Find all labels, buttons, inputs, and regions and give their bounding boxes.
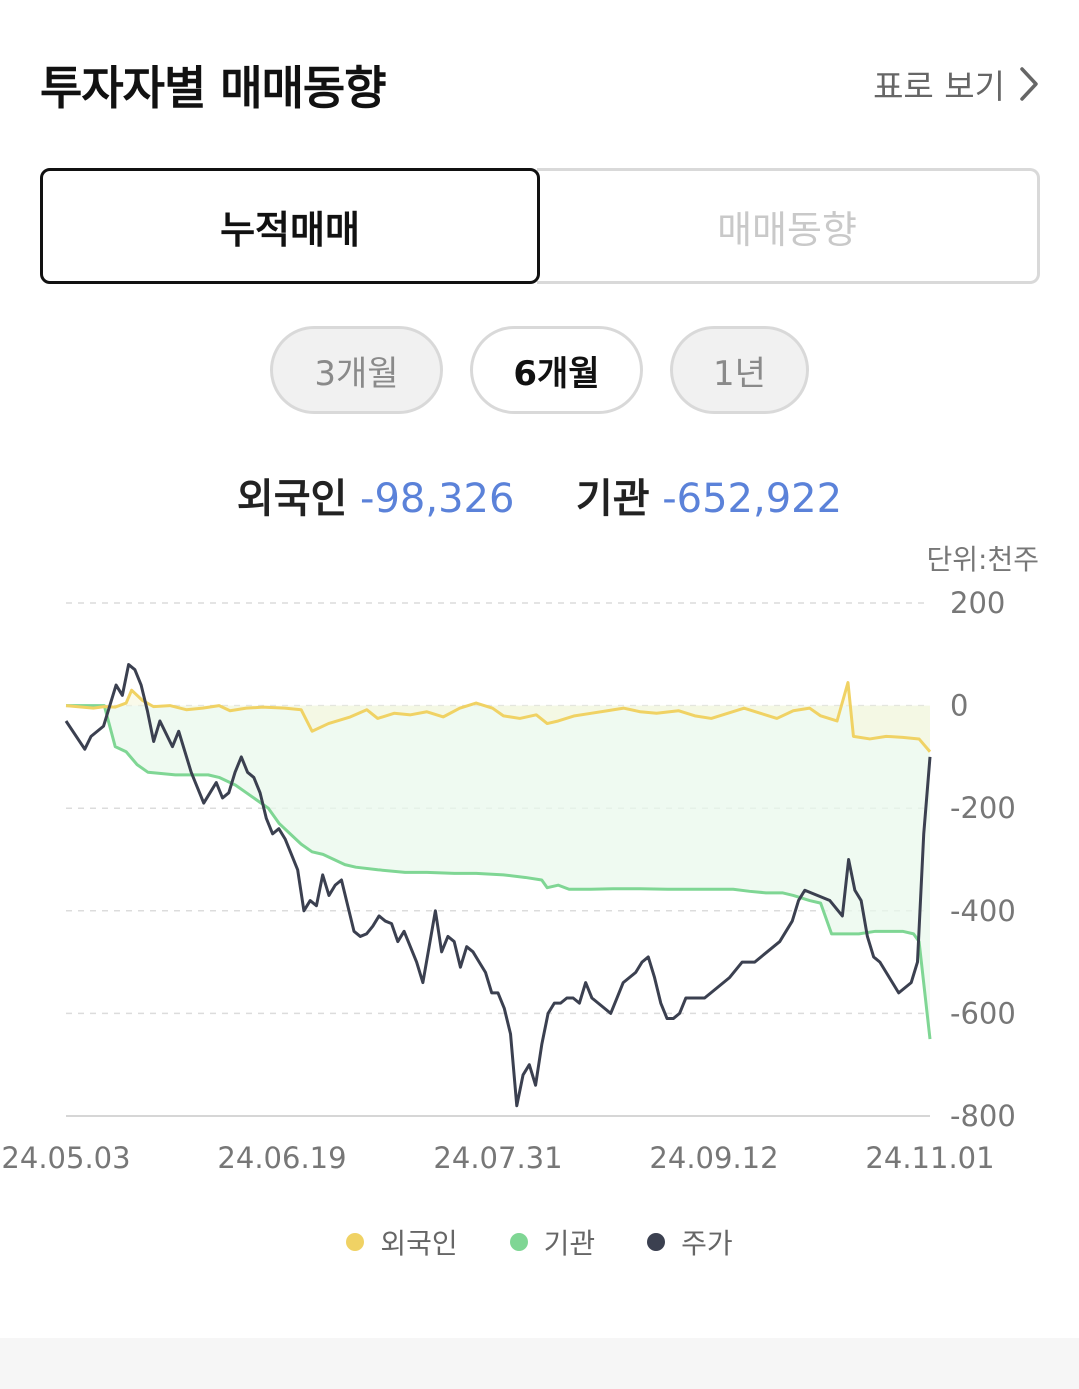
chevron-right-icon: [1020, 67, 1038, 101]
unit-label: 단위:천주: [926, 543, 1039, 576]
view-as-table-label: 표로 보기: [873, 67, 1005, 106]
foreign-label: 외국인: [236, 476, 348, 522]
legend-dot-price: [647, 1233, 666, 1251]
period-3m-button[interactable]: 3개월: [270, 326, 443, 414]
legend-label-institution: 기관: [543, 1227, 596, 1260]
y-tick-label: -800: [950, 1099, 1016, 1133]
y-tick-label: -400: [950, 894, 1016, 928]
period-selector: 3개월 6개월 1년: [0, 326, 1079, 418]
foreign-value: -98,326: [360, 476, 515, 522]
legend-item-price[interactable]: 주가: [647, 1222, 733, 1262]
x-tick-label: 24.05.03: [1, 1141, 130, 1175]
page-title: 투자자별 매매동향: [40, 61, 387, 115]
header: 투자자별 매매동향 표로 보기: [40, 52, 1039, 116]
y-tick-label: 0: [950, 689, 968, 723]
x-tick-label: 24.09.12: [649, 1141, 778, 1175]
footer-band: [0, 1338, 1079, 1389]
period-6m-button[interactable]: 6개월: [470, 326, 643, 414]
price-series-line: [64, 663, 932, 1108]
view-as-table-link[interactable]: 표로 보기: [873, 60, 1039, 108]
chart-legend: 외국인 기관 주가: [0, 1222, 1079, 1262]
x-tick-label: 24.06.19: [217, 1141, 346, 1175]
net-summary: 외국인 -98,326 기관 -652,922: [0, 466, 1079, 524]
period-1y-button[interactable]: 1년: [670, 326, 809, 414]
institution-value: -652,922: [662, 476, 843, 522]
cumulative-trading-chart: 200 0 -200 -400 -600 -800 24.05.03 24.06.19 24.0…: [1, 586, 1016, 1175]
legend-label-foreign: 외국인: [380, 1227, 458, 1260]
legend-label-price: 주가: [681, 1227, 733, 1260]
legend-dot-foreign: [346, 1233, 365, 1251]
y-tick-label: -200: [950, 791, 1016, 825]
tab-cumulative-trading[interactable]: 누적매매: [40, 168, 540, 284]
foreign-series-line: [65, 681, 932, 753]
tab-trading-trend[interactable]: 매매동향: [537, 168, 1040, 284]
x-tick-label: 24.11.01: [865, 1141, 994, 1175]
view-mode-tabs: 누적매매 매매동향: [40, 168, 1040, 284]
y-tick-label: 200: [950, 586, 1005, 620]
legend-item-institution[interactable]: 기관: [509, 1222, 596, 1262]
legend-dot-institution: [509, 1233, 528, 1251]
legend-item-foreign[interactable]: 외국인: [346, 1222, 458, 1262]
institution-label: 기관: [575, 476, 650, 522]
y-tick-label: -600: [950, 996, 1016, 1030]
institution-area: [66, 705, 930, 1040]
x-tick-label: 24.07.31: [433, 1141, 562, 1175]
